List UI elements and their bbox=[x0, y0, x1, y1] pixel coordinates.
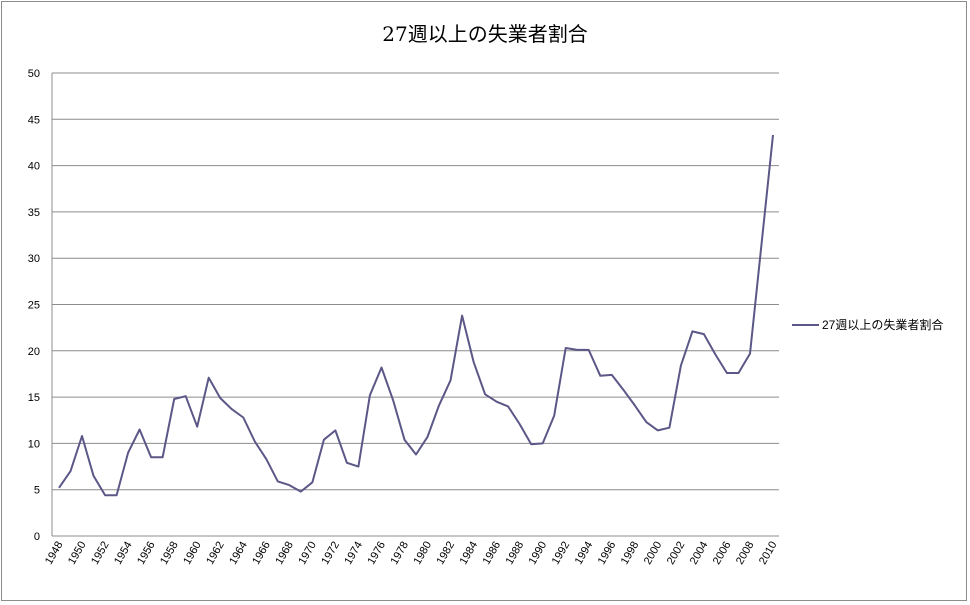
x-tick-label: 1998 bbox=[619, 540, 642, 567]
y-tick-label: 10 bbox=[28, 438, 40, 450]
x-tick-label: 1992 bbox=[550, 540, 573, 567]
x-tick-label: 1974 bbox=[342, 540, 365, 567]
y-tick-label: 0 bbox=[34, 531, 40, 543]
x-tick-label: 1978 bbox=[388, 540, 411, 567]
x-tick-label: 1996 bbox=[596, 540, 619, 567]
y-tick-label: 5 bbox=[34, 485, 40, 497]
x-tick-label: 2008 bbox=[734, 540, 757, 567]
x-tick-label: 1960 bbox=[181, 540, 204, 567]
x-tick-label: 1952 bbox=[89, 540, 112, 567]
chart-title: 27週以上の失業者割合 bbox=[382, 22, 588, 46]
y-tick-label: 35 bbox=[28, 207, 40, 219]
x-tick-label: 1948 bbox=[43, 540, 66, 567]
x-tick-label: 1954 bbox=[112, 540, 135, 567]
y-tick-label: 40 bbox=[28, 161, 40, 173]
y-tick-label: 45 bbox=[28, 114, 40, 126]
x-tick-label: 2006 bbox=[711, 540, 734, 567]
x-tick-label: 1964 bbox=[227, 540, 250, 567]
x-tick-label: 1962 bbox=[204, 540, 227, 567]
axes bbox=[51, 73, 779, 537]
x-tick-label: 1990 bbox=[527, 540, 550, 567]
x-tick-label: 1984 bbox=[458, 540, 481, 567]
x-tick-label: 2002 bbox=[665, 540, 688, 567]
series-layer bbox=[58, 134, 774, 497]
legend-label: 27週以上の失業者割合 bbox=[822, 317, 943, 332]
x-tick-label: 1972 bbox=[319, 540, 342, 567]
x-tick-label: 1956 bbox=[135, 540, 158, 567]
x-tick-label: 1994 bbox=[573, 540, 596, 567]
x-tick-label: 2010 bbox=[757, 540, 780, 567]
x-tick-label: 1988 bbox=[504, 540, 527, 567]
x-tick-label: 1982 bbox=[435, 540, 458, 567]
x-tick-label: 1966 bbox=[250, 540, 273, 567]
series-line bbox=[58, 134, 774, 497]
x-tick-label: 1958 bbox=[158, 540, 181, 567]
y-tick-label: 30 bbox=[28, 253, 40, 265]
x-tick-label: 1970 bbox=[296, 540, 319, 567]
gridlines bbox=[52, 72, 779, 491]
x-tick-label: 1986 bbox=[481, 540, 504, 567]
y-tick-label: 25 bbox=[28, 300, 40, 312]
x-axis-ticks: 1948 1950 1952 1954 1956 1958 1960 1962 1964 1966… bbox=[43, 540, 780, 567]
x-tick-label: 1980 bbox=[411, 540, 434, 567]
x-tick-label: 1950 bbox=[66, 540, 89, 567]
x-tick-label: 2004 bbox=[688, 540, 711, 567]
x-tick-label: 1968 bbox=[273, 540, 296, 567]
x-tick-label: 1976 bbox=[365, 540, 388, 567]
y-axis-ticks: 0 5 10 15 20 25 30 35 40 45 50 bbox=[28, 68, 40, 543]
y-tick-label: 15 bbox=[28, 392, 40, 404]
y-tick-label: 50 bbox=[28, 68, 40, 80]
x-tick-label: 2000 bbox=[642, 540, 665, 567]
legend: 27週以上の失業者割合 bbox=[792, 317, 943, 332]
y-tick-label: 20 bbox=[28, 346, 40, 358]
